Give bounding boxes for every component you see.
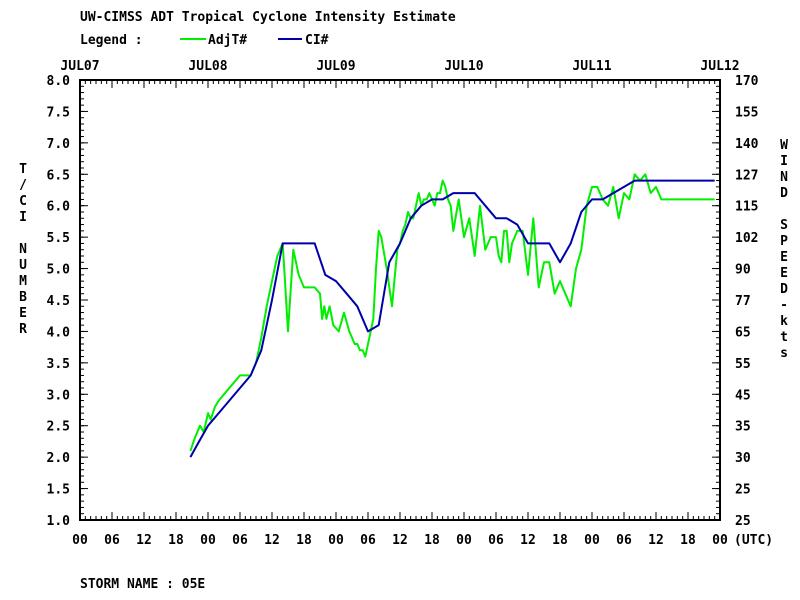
x-tick-label: 18 <box>168 533 184 548</box>
x-tick-label: 18 <box>424 533 440 548</box>
x-tick-label: 12 <box>136 533 152 548</box>
x-tick-label: 18 <box>296 533 312 548</box>
storm-name: STORM NAME : 05E <box>80 577 205 592</box>
x-tick-label: 18 <box>680 533 696 548</box>
y-tick-label-right: 77 <box>735 294 751 309</box>
chart-title: UW-CIMSS ADT Tropical Cyclone Intensity … <box>80 10 456 25</box>
y-tick-label-right: 30 <box>735 451 751 466</box>
x-tick-label: 00 <box>456 533 472 548</box>
x-axis-unit: (UTC) <box>734 533 773 548</box>
y-tick-label-left: 7.5 <box>47 105 70 120</box>
x-tick-label: 06 <box>616 533 632 548</box>
x-tick-label: 12 <box>392 533 408 548</box>
x-tick-label: 12 <box>520 533 536 548</box>
y-tick-label-right: 170 <box>735 74 759 89</box>
y-tick-label-left: 7.0 <box>47 137 71 152</box>
legend-label: Legend : <box>80 33 143 48</box>
y-tick-label-right: 155 <box>735 105 758 120</box>
y-tick-label-left: 2.5 <box>47 420 70 435</box>
y-tick-label-left: 5.0 <box>47 263 71 278</box>
date-label: JUL08 <box>188 59 227 74</box>
x-tick-label: 06 <box>232 533 248 548</box>
x-tick-label: 18 <box>552 533 568 548</box>
x-tick-label: 00 <box>584 533 600 548</box>
x-tick-label: 00 <box>328 533 344 548</box>
x-tick-label: 12 <box>264 533 280 548</box>
x-tick-label: 06 <box>104 533 120 548</box>
legend-entry-adjt: AdjT# <box>208 33 247 48</box>
y-tick-label-right: 35 <box>735 420 751 435</box>
plot-frame <box>79 79 721 521</box>
y-tick-label-right: 25 <box>735 483 751 498</box>
y-tick-label-left: 8.0 <box>47 74 71 89</box>
y-tick-label-right: 115 <box>735 200 758 215</box>
y-tick-label-left: 6.0 <box>47 200 71 215</box>
axis-tick-labels: 1.0 25 1.5 25 2.0 30 2.5 35 3.0 45 3.5 55 4.0 65 4.5 77… <box>47 59 759 548</box>
x-tick-label: 06 <box>360 533 376 548</box>
date-label: JUL12 <box>700 59 739 74</box>
y-tick-label-left: 4.0 <box>47 325 71 340</box>
date-label: JUL09 <box>316 59 355 74</box>
y-tick-label-right: 90 <box>735 263 751 278</box>
y-tick-label-left: 3.0 <box>47 388 71 403</box>
x-tick-label: 00 <box>200 533 216 548</box>
date-label: JUL10 <box>444 59 483 74</box>
y-tick-label-right: 65 <box>735 325 751 340</box>
y-tick-label-right: 45 <box>735 388 751 403</box>
x-tick-label: 12 <box>648 533 664 548</box>
y-tick-label-left: 5.5 <box>47 231 70 246</box>
date-label: JUL11 <box>572 59 611 74</box>
x-tick-label: 00 <box>712 533 728 548</box>
x-tick-label: 06 <box>488 533 504 548</box>
y-tick-label-right: 55 <box>735 357 751 372</box>
y-tick-label-left: 1.5 <box>47 483 70 498</box>
y-tick-label-left: 4.5 <box>47 294 70 309</box>
legend-entry-ci: CI# <box>305 33 329 48</box>
y-tick-label-left: 1.0 <box>47 514 71 529</box>
y-tick-label-right: 127 <box>735 168 758 183</box>
y-tick-label-left: 6.5 <box>47 168 70 183</box>
y-tick-label-left: 3.5 <box>47 357 70 372</box>
axis-ticks <box>79 79 721 521</box>
y-tick-label-right: 25 <box>735 514 751 529</box>
y-tick-label-right: 140 <box>735 137 759 152</box>
series-line-ci <box>189 179 715 458</box>
x-tick-label: 00 <box>72 533 88 548</box>
date-label: JUL07 <box>60 59 99 74</box>
y-tick-label-left: 2.0 <box>47 451 71 466</box>
series-layer <box>189 173 715 458</box>
y-tick-label-right: 102 <box>735 231 758 246</box>
